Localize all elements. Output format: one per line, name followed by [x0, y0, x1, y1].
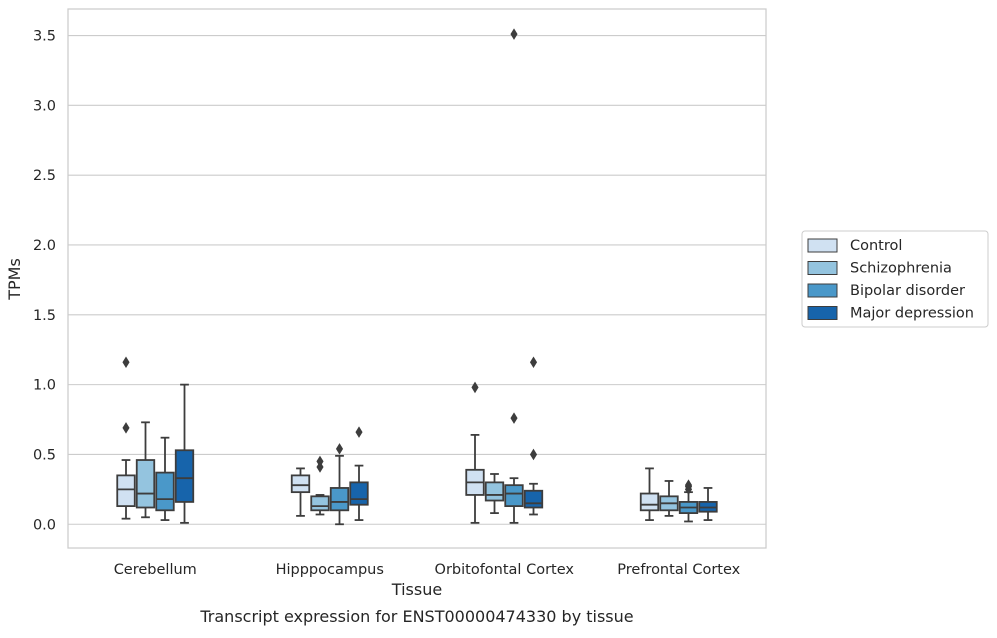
box-body	[290, 474, 311, 494]
legend-swatch	[807, 283, 838, 298]
y-tick-label: 1.5	[33, 308, 56, 324]
y-tick-label: 2.0	[33, 238, 56, 254]
legend-swatch	[807, 261, 838, 275]
legend-swatch	[807, 306, 838, 320]
outlier-point	[471, 381, 479, 394]
x-tick-labels: Cerebellum Hipppocampus Orbitofontal Corte…	[114, 562, 741, 578]
x-axis-title: Tissue	[391, 580, 442, 599]
y-tick-label: 2.5	[33, 168, 56, 184]
box-control	[639, 467, 660, 521]
x-tick-label: Prefrontal Cortex	[617, 562, 740, 578]
y-tick-label: 0.0	[33, 517, 56, 533]
legend-label: Major depression	[850, 306, 974, 322]
chart-title: Transcript expression for ENST0000047433…	[199, 607, 633, 626]
outlier-point	[316, 455, 324, 468]
box-body	[155, 471, 175, 512]
x-tick-label: Hipppocampus	[276, 562, 384, 578]
y-tick-label: 1.0	[33, 378, 56, 394]
box-major-depression	[174, 383, 195, 524]
legend-label: Bipolar disorder	[850, 283, 965, 299]
box-control	[116, 356, 136, 520]
x-tick-label: Cerebellum	[114, 562, 197, 578]
outlier-point	[684, 479, 693, 491]
plot-frame	[67, 8, 767, 549]
outlier-point	[510, 412, 518, 424]
outlier-point	[122, 422, 130, 434]
outlier-point	[529, 356, 538, 369]
outlier-point	[122, 356, 130, 369]
box-major-depression	[523, 356, 544, 516]
box-major-depression	[698, 487, 718, 521]
box-body	[135, 459, 156, 509]
box-bipolar-disorder	[678, 479, 699, 523]
x-tick-label: Orbitofontal Cortex	[435, 562, 575, 578]
legend: Control Schizophrenia Bipolar disorder Majo…	[801, 230, 989, 328]
box-schizophrenia	[659, 480, 679, 517]
box-layer	[116, 28, 718, 526]
outlier-point	[510, 28, 518, 40]
box-schizophrenia	[135, 421, 156, 519]
y-axis-title: TPMs	[5, 258, 24, 301]
box-bipolar-disorder	[155, 436, 175, 521]
box-body	[174, 449, 195, 503]
outlier-point	[335, 443, 344, 455]
box-schizophrenia	[484, 473, 505, 514]
y-tick-labels: 0.0 0.5 1.0 1.5 2.0 2.5 3.0 3.5	[33, 29, 56, 534]
legend-items: Control Schizophrenia Bipolar disorder Majo…	[807, 238, 974, 322]
y-tick-label: 3.5	[33, 29, 56, 45]
box-body	[349, 481, 369, 506]
box-body	[329, 487, 350, 512]
legend-swatch	[807, 238, 838, 253]
box-control	[465, 381, 485, 524]
outlier-point	[355, 426, 363, 438]
box-body	[504, 484, 524, 508]
box-body	[484, 481, 505, 502]
box-body	[523, 489, 544, 509]
box-control	[290, 467, 311, 517]
box-body	[310, 495, 330, 512]
box-bipolar-disorder	[329, 443, 350, 526]
legend-label: Control	[850, 238, 902, 254]
box-major-depression	[349, 426, 369, 521]
box-body	[639, 492, 660, 512]
box-schizophrenia	[310, 455, 330, 516]
legend-frame	[801, 230, 989, 328]
box-body	[116, 474, 136, 508]
y-tick-label: 0.5	[33, 447, 56, 463]
y-tick-label: 3.0	[33, 98, 56, 114]
legend-label: Schizophrenia	[850, 261, 952, 277]
grid-layer	[68, 34, 766, 525]
outlier-point	[529, 448, 538, 461]
box-bipolar-disorder	[504, 28, 524, 524]
